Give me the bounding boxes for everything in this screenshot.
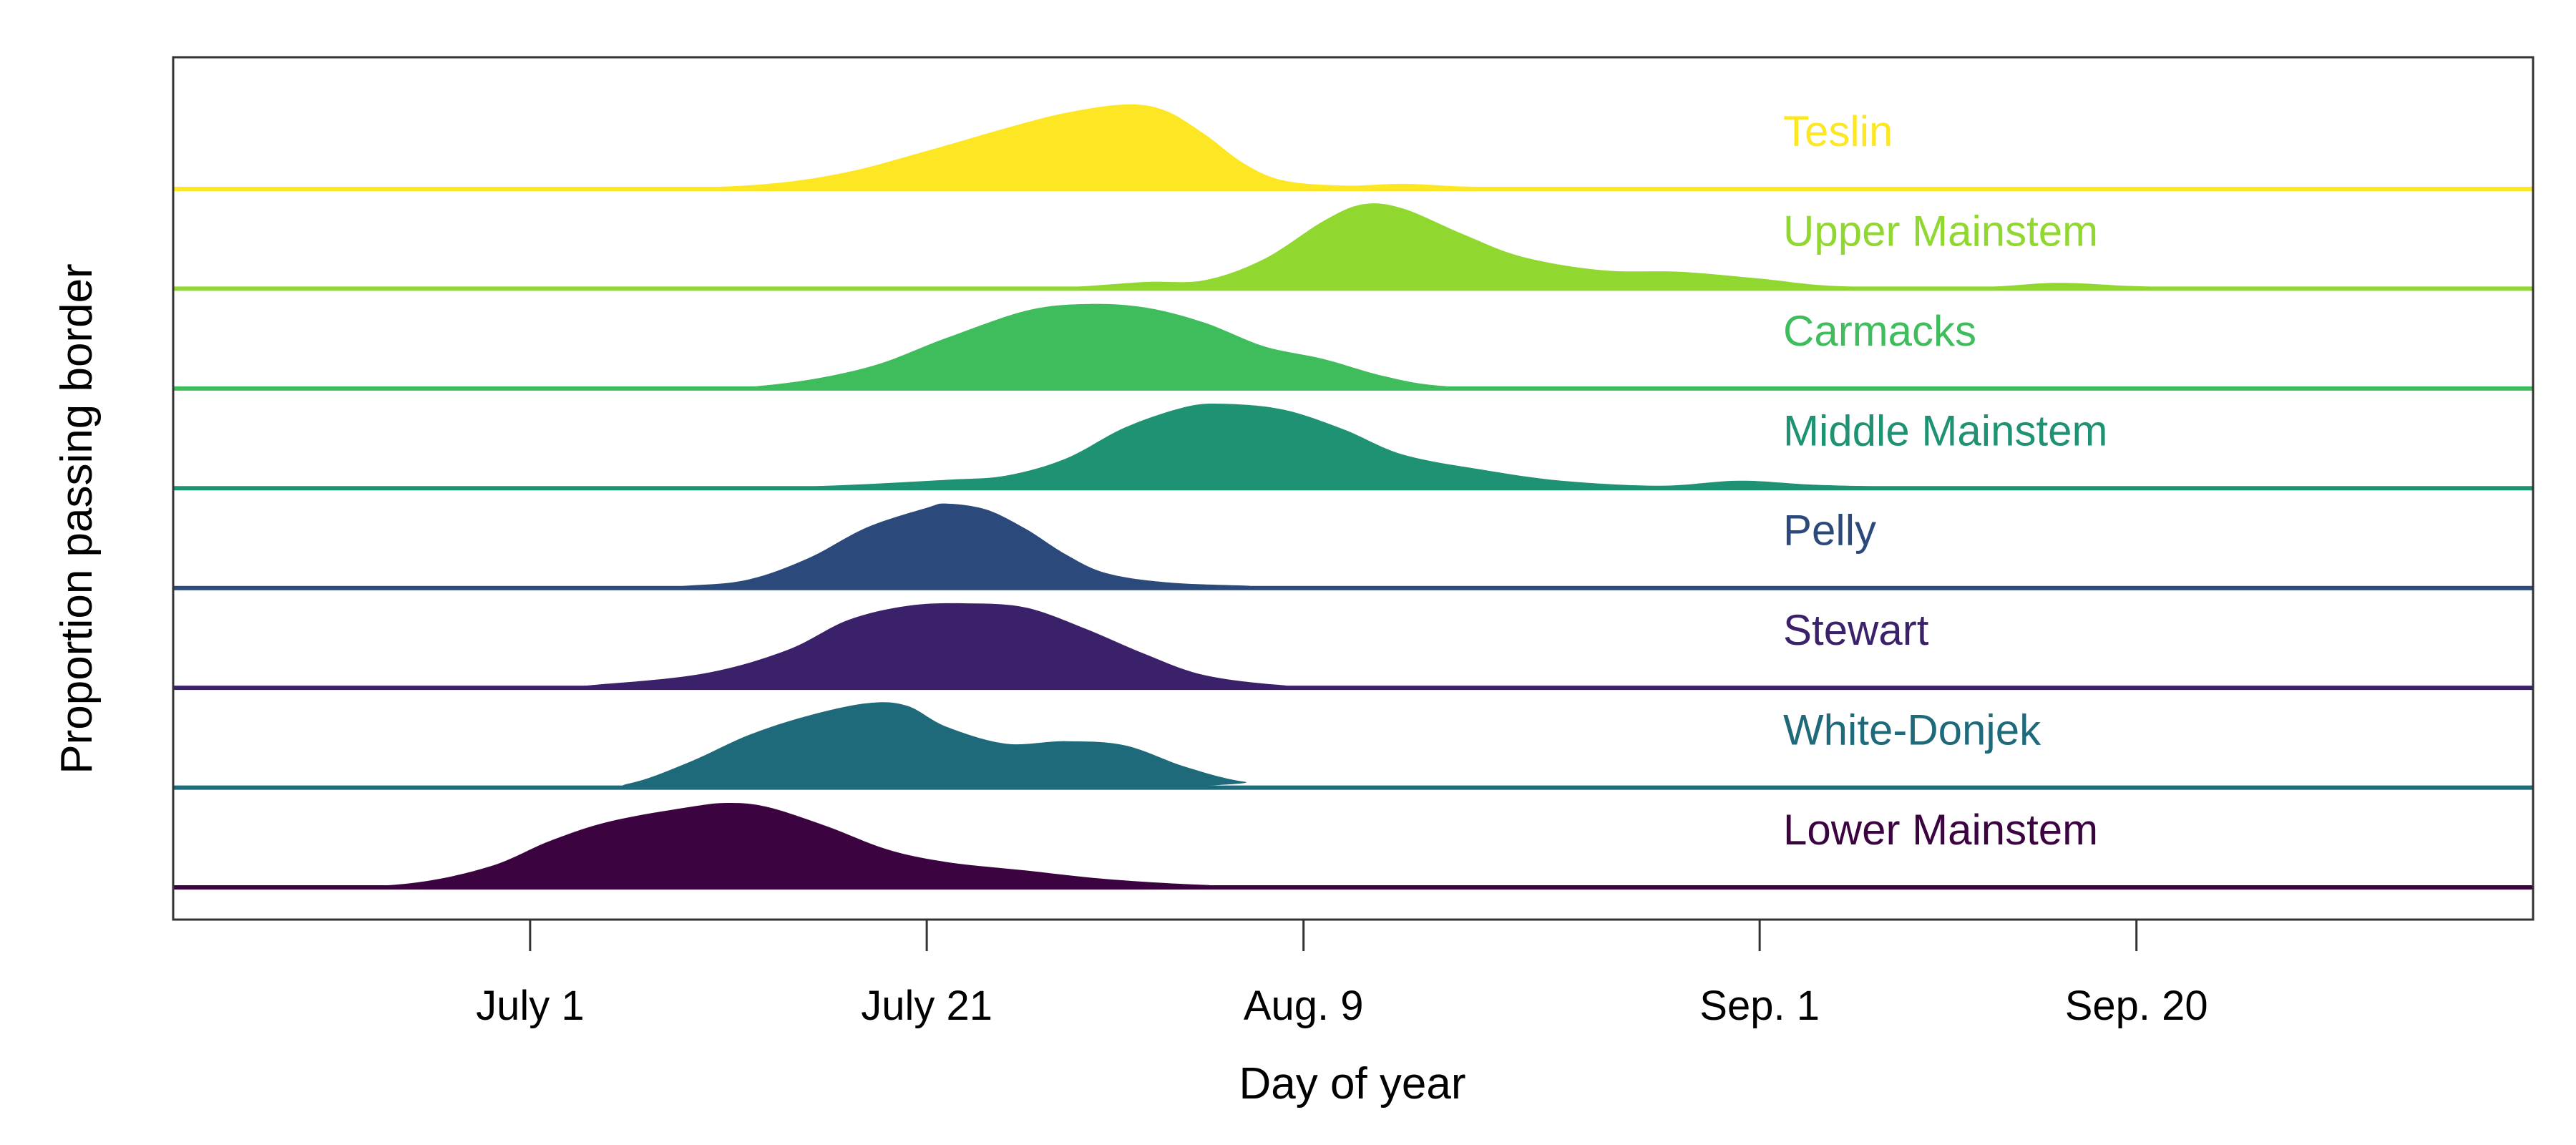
ridge-area-middle-mainstem xyxy=(173,404,2533,489)
x-axis-title: Day of year xyxy=(1239,1059,1465,1109)
ridge-area-stewart xyxy=(173,603,2533,688)
ridge-area-carmacks xyxy=(173,303,2533,389)
x-tick-label-sep-20: Sep. 20 xyxy=(2065,983,2208,1029)
ridge-area-upper-mainstem xyxy=(173,203,2533,289)
ridge-area-teslin xyxy=(173,104,2533,189)
x-tick-label-aug-9: Aug. 9 xyxy=(1244,983,1364,1029)
plot-frame xyxy=(172,56,2534,921)
x-axis: July 1 July 21 Aug. 9 Sep. 1 Sep. 20 xyxy=(476,920,2208,1029)
y-axis-title: Proportion passing border xyxy=(52,263,102,774)
ridge-area-white-donjek xyxy=(173,702,2533,788)
series-label-carmacks: Carmacks xyxy=(1783,307,1976,355)
series-label-teslin: Teslin xyxy=(1783,107,1893,155)
x-tick-label-july-21: July 21 xyxy=(861,983,992,1029)
series-label-stewart: Stewart xyxy=(1783,606,1929,654)
series-label-middle-mainstem: Middle Mainstem xyxy=(1783,406,2108,454)
series-label-lower-mainstem: Lower Mainstem xyxy=(1783,806,2098,854)
series-label-white-donjek: White-Donjek xyxy=(1783,706,2041,754)
x-tick-label-sep-1: Sep. 1 xyxy=(1699,983,1820,1029)
x-tick-label-july-1: July 1 xyxy=(476,983,585,1029)
series-label-pelly: Pelly xyxy=(1783,507,1876,555)
ridge-area-pelly xyxy=(173,503,2533,588)
ridge-area-lower-mainstem xyxy=(173,803,2533,887)
ridges: Teslin Upper Mainstem Carmacks Middle Mains… xyxy=(173,104,2533,890)
series-label-upper-mainstem: Upper Mainstem xyxy=(1783,207,2098,255)
